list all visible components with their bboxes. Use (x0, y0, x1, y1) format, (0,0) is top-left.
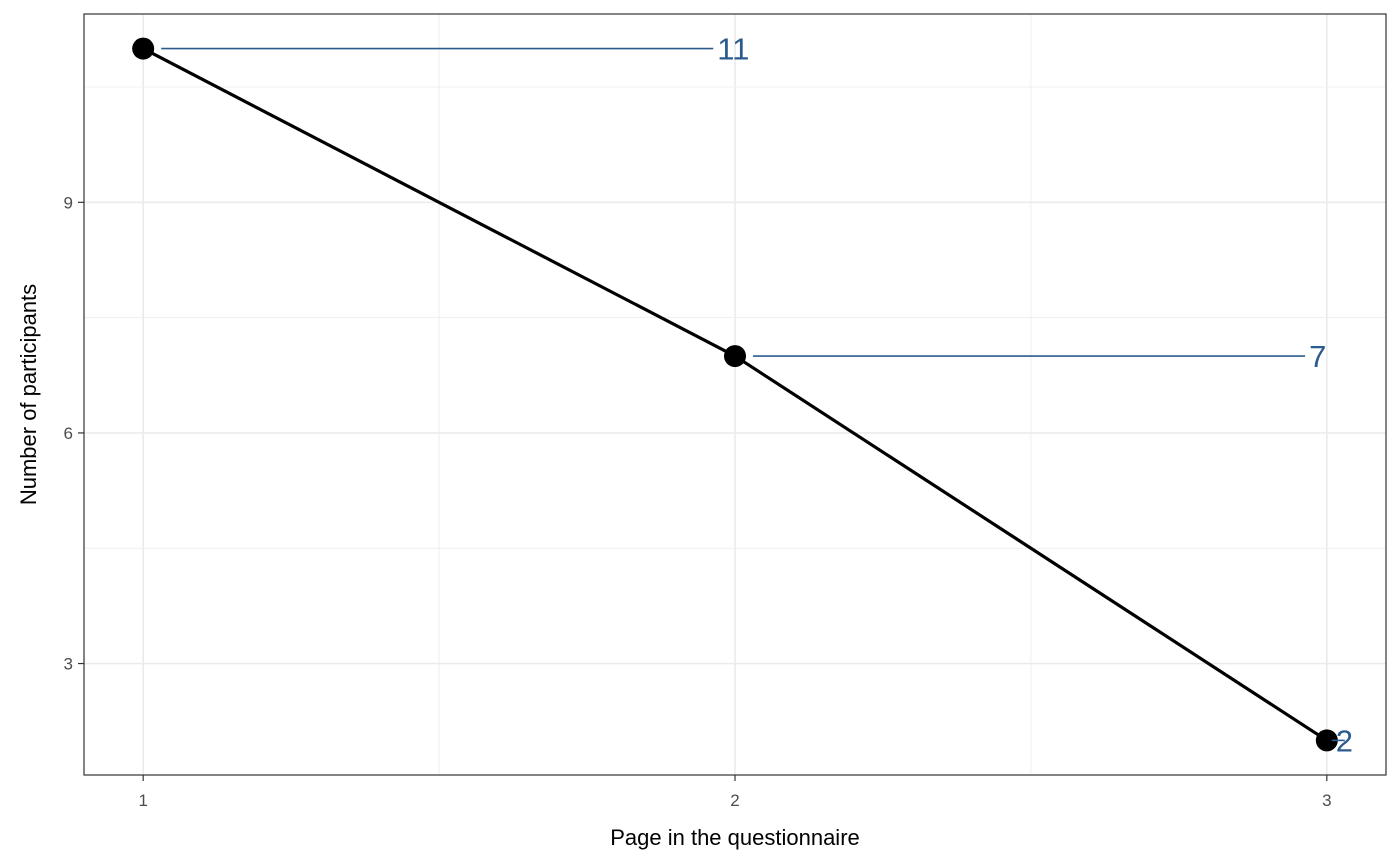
grid-layer (84, 14, 1386, 775)
point-layer (132, 37, 1338, 752)
data-label: 11 (717, 32, 749, 67)
y-axis-title: Number of participants (16, 284, 41, 505)
label-layer: 11 7 2 (161, 32, 1353, 758)
y-axis-ticks: 3 6 9 (64, 193, 84, 674)
y-tick-label: 3 (64, 655, 73, 674)
x-axis-title: Page in the questionnaire (610, 825, 860, 850)
x-tick-label: 3 (1322, 791, 1331, 810)
y-tick-label: 9 (64, 193, 73, 212)
x-tick-label: 1 (138, 791, 147, 810)
data-point (724, 345, 746, 368)
y-tick-label: 6 (64, 424, 73, 443)
data-point (132, 37, 155, 60)
x-axis-ticks: 1 2 3 (138, 775, 1332, 810)
x-tick-label: 2 (730, 791, 739, 810)
data-label: 7 (1309, 339, 1326, 374)
data-label: 2 (1336, 723, 1353, 758)
data-point (1315, 729, 1338, 752)
